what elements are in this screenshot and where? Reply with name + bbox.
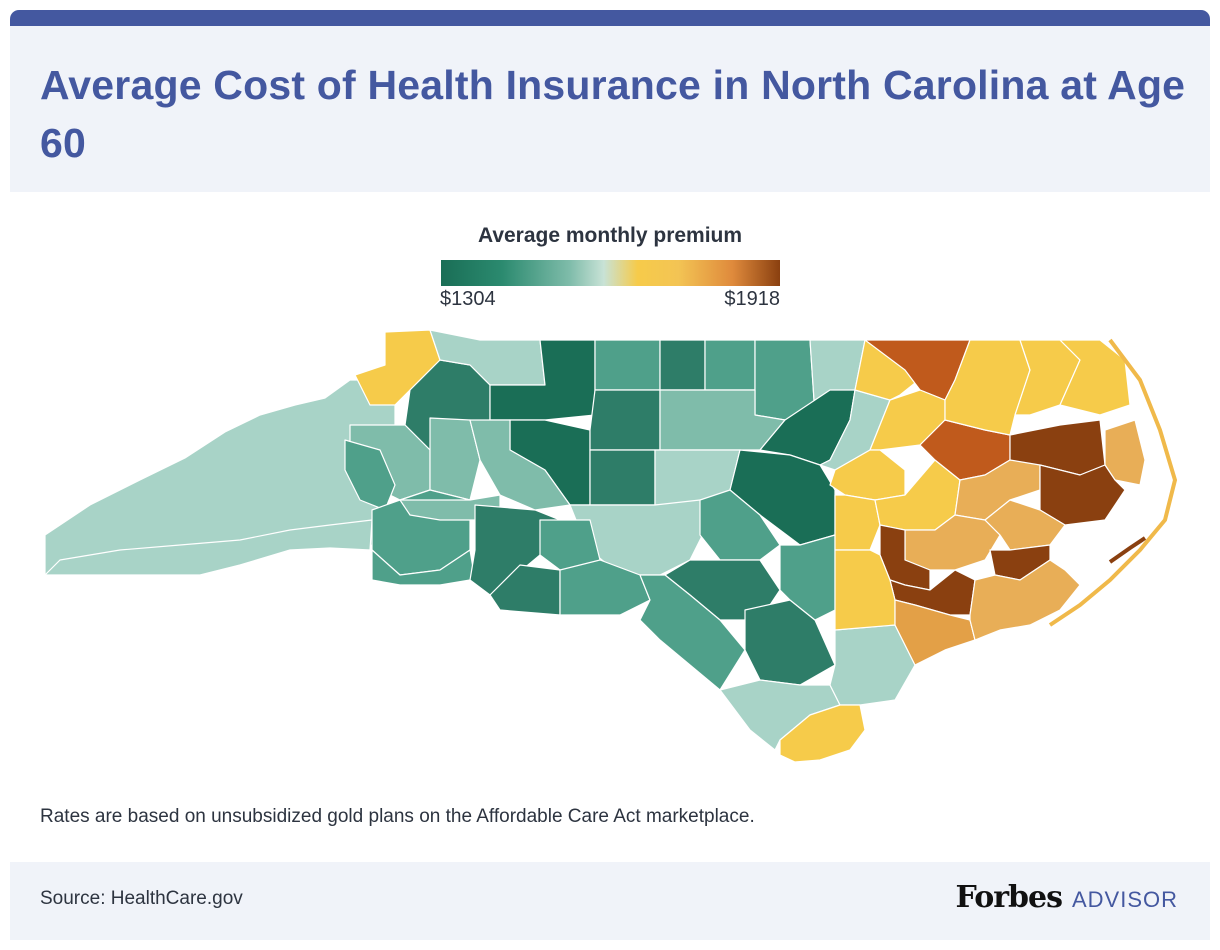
- county-east-orange-6: [969, 559, 1081, 641]
- brand-logo: Forbes ADVISOR: [956, 880, 1178, 916]
- source-text: Source: HealthCare.gov: [40, 888, 243, 909]
- brand-name: Forbes: [955, 880, 1063, 915]
- legend-max-label: $1918: [724, 288, 780, 310]
- legend-title: Average monthly premium: [477, 224, 743, 247]
- brand-suffix: ADVISOR: [1071, 887, 1178, 912]
- county-central-dark-1: [589, 389, 661, 451]
- county-north-mid-3: [704, 339, 756, 391]
- county-east-orange-4: [984, 499, 1066, 551]
- county-central-dark-2: [589, 449, 656, 506]
- county-sandhills-mid-2: [779, 534, 836, 621]
- county-southeast-yellow: [779, 704, 866, 763]
- county-north-mid-2: [659, 339, 706, 391]
- page-title: Average Cost of Health Insurance in Nort…: [40, 62, 1186, 166]
- footer: Source: HealthCare.gov Forbes ADVISOR: [10, 862, 1210, 940]
- footnote: Rates are based on unsubsidized gold pla…: [40, 806, 755, 827]
- header-accent-bar: [10, 10, 1210, 28]
- legend-color-scale: [441, 260, 780, 286]
- county-east-yellow-4: [834, 494, 881, 551]
- county-north-mid-1: [594, 339, 661, 391]
- outer-banks-brown: [1108, 536, 1147, 564]
- outer-banks: [1048, 338, 1178, 627]
- header: Average Cost of Health Insurance in Nort…: [10, 26, 1210, 192]
- county-east-yellow-8: [1059, 339, 1131, 416]
- county-piedmont-mid-6: [699, 489, 781, 561]
- map-svg: [44, 329, 1178, 763]
- county-region-west-2: [44, 519, 373, 576]
- north-carolina-county-map: [0, 320, 1220, 780]
- legend-min-label: $1304: [440, 288, 496, 310]
